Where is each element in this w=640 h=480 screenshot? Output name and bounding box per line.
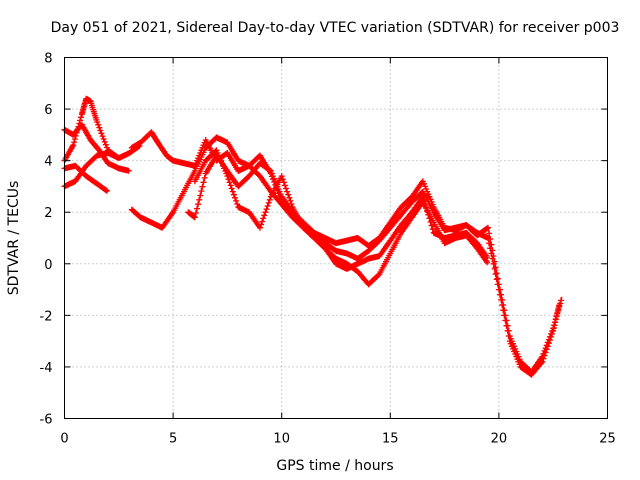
y-tick-label: 0: [44, 258, 52, 273]
series-point-markers: [129, 134, 562, 377]
x-tick-label: 10: [273, 432, 290, 447]
x-tick-label: 15: [382, 432, 399, 447]
y-axis-label: SDTVAR / TECUs: [6, 181, 22, 296]
x-tick-label: 25: [599, 432, 616, 447]
chart-title: Day 051 of 2021, Sidereal Day-to-day VTE…: [51, 20, 620, 36]
y-tick-label: -4: [40, 361, 53, 376]
x-tick-label: 0: [60, 432, 68, 447]
series-track-6: [129, 134, 562, 377]
data-series: [62, 96, 565, 378]
y-tick-label: 6: [44, 103, 52, 118]
x-axis-label: GPS time / hours: [276, 458, 393, 474]
x-tick-label: 5: [169, 432, 177, 447]
y-tick-label: -2: [40, 309, 53, 324]
y-tick-label: -6: [40, 413, 53, 428]
x-tick-label: 20: [491, 432, 508, 447]
y-tick-label: 4: [44, 155, 52, 170]
y-tick-label: 2: [44, 206, 52, 221]
chart: Day 051 of 2021, Sidereal Day-to-day VTE…: [0, 0, 640, 480]
y-tick-label: 8: [44, 52, 52, 67]
